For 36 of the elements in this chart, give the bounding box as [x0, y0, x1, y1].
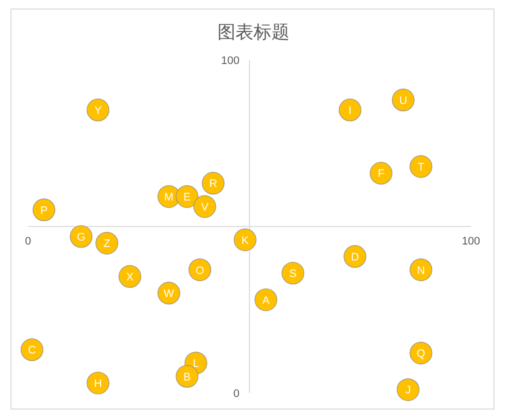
point	[410, 258, 432, 282]
point	[32, 198, 56, 222]
data-label: K	[241, 234, 250, 247]
data-label: B	[183, 371, 191, 384]
point	[370, 162, 392, 185]
chart-title: 图表标题	[218, 22, 290, 42]
point	[396, 378, 420, 401]
data-label: L	[192, 358, 199, 370]
data-label: C	[28, 344, 36, 357]
data-label: T	[418, 162, 425, 174]
data-label: E	[183, 192, 191, 204]
data-label: G	[76, 231, 86, 244]
data-label: R	[209, 178, 218, 190]
data-label: X	[126, 271, 134, 284]
data-label: D	[350, 251, 359, 264]
point	[234, 228, 256, 252]
point	[96, 232, 118, 254]
data-label: O	[196, 264, 205, 277]
data-label: Y	[94, 104, 102, 117]
data-label: A	[262, 294, 270, 307]
data-label: U	[399, 94, 408, 107]
data-label: Z	[103, 238, 110, 250]
data-label: I	[348, 104, 352, 117]
data-label: Q	[416, 348, 426, 360]
data-label: V	[201, 202, 210, 214]
data-label: W	[164, 288, 175, 300]
data-label: F	[378, 168, 385, 180]
point	[338, 98, 362, 122]
data-label: H	[94, 378, 102, 390]
data-label: N	[416, 264, 425, 277]
point	[202, 172, 224, 195]
data-label: J	[405, 384, 411, 397]
data-label: M	[164, 192, 174, 204]
point	[86, 372, 110, 394]
data-label: P	[40, 204, 48, 217]
data-label: S	[289, 268, 297, 280]
